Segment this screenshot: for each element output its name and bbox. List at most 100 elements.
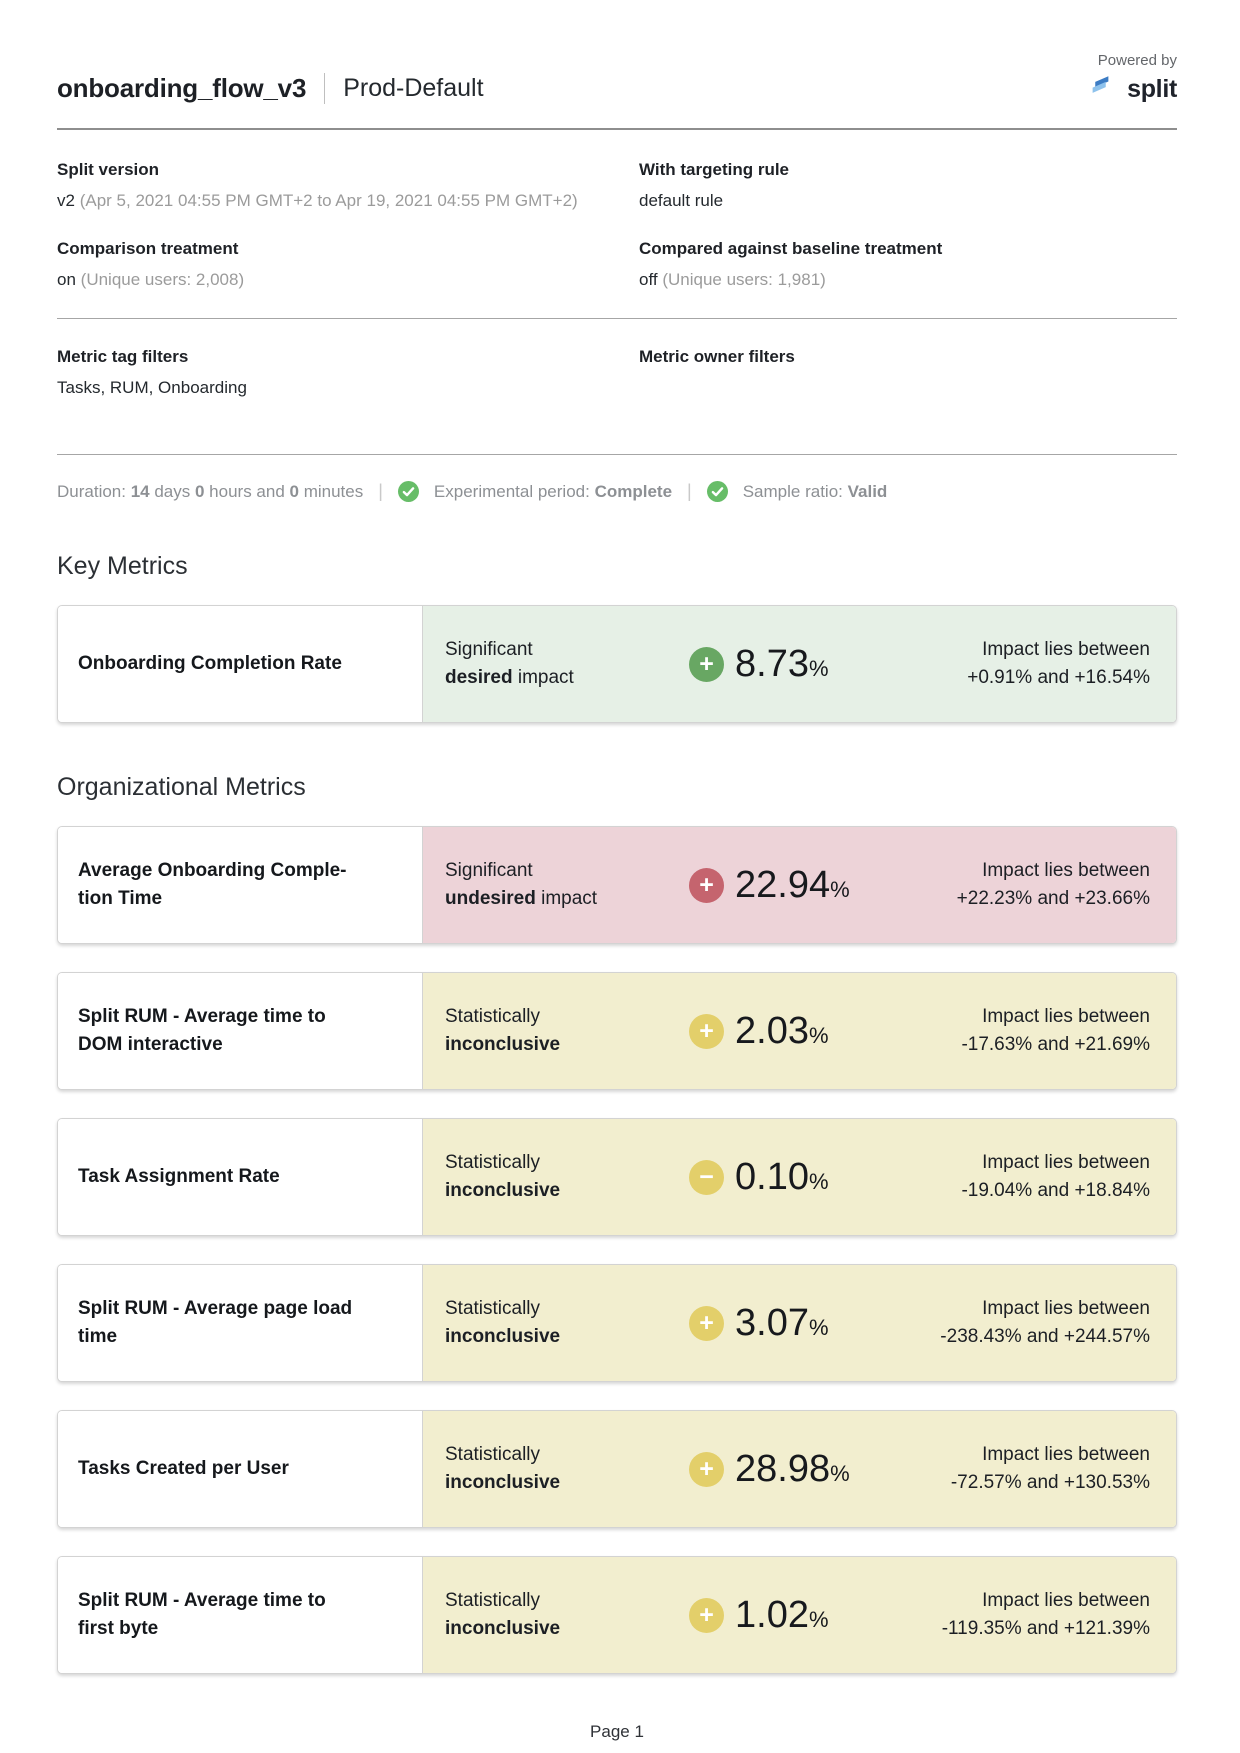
targeting-rule-label: With targeting rule	[639, 160, 790, 179]
metric-name: Tasks Created per User	[78, 1458, 289, 1480]
metric-result-panel: Statistically inconclusive − 0.10% Impact…	[423, 1119, 1176, 1235]
metric-card: Split RUM - Average time to DOM interact…	[57, 972, 1177, 1090]
impact-value: 3.07%	[735, 1301, 829, 1344]
check-circle-icon	[706, 481, 728, 502]
targeting-rule-field: With targeting rule default rule	[639, 160, 1177, 211]
metric-filters: Metric tag filters Tasks, RUM, Onboardin…	[57, 319, 1177, 455]
impact-range: Impact lies between -119.35% and +121.39%	[941, 1589, 1150, 1640]
minus-icon: −	[689, 1159, 724, 1195]
comparison-treatment-field: Comparison treatment on (Unique users: 2…	[57, 239, 595, 290]
impact-range: Impact lies between +0.91% and +16.54%	[967, 638, 1150, 689]
plus-icon: +	[689, 1013, 724, 1049]
metric-name-cell: Average Onboarding Comple­tion Time	[58, 827, 423, 943]
metric-name-cell: Split RUM - Average page load time	[58, 1265, 423, 1381]
brand-group: Powered by split	[1090, 52, 1177, 104]
metric-result-panel: Significant desired impact + 8.73% Impact…	[423, 606, 1176, 722]
metric-result-panel: Statistically inconclusive + 1.02% Impact…	[423, 1557, 1176, 1673]
status-separator: |	[378, 481, 383, 501]
metric-name: Split RUM - Average page load time	[78, 1298, 353, 1347]
significance-text: Statistically inconclusive	[445, 1443, 561, 1494]
significance-text: Statistically inconclusive	[445, 1005, 561, 1056]
title-group: onboarding_flow_v3 Prod-Default	[57, 73, 484, 104]
impact-value: 22.94%	[735, 863, 850, 906]
metric-card: Task Assignment Rate Statistically inconc…	[57, 1118, 1177, 1236]
impact-value-block: + 1.02%	[689, 1594, 829, 1637]
impact-range: Impact lies between +22.23% and +23.66%	[956, 859, 1150, 910]
powered-by-label: Powered by	[1097, 52, 1177, 69]
metric-name-cell: Onboarding Completion Rate	[58, 606, 423, 722]
metric-name: Task Assignment Rate	[78, 1166, 280, 1188]
metric-card: Average Onboarding Comple­tion Time Sign…	[57, 826, 1177, 944]
metric-name: Split RUM - Average time to DOM interact…	[78, 1006, 326, 1055]
metric-result-panel: Significant undesired impact + 22.94% Imp…	[423, 827, 1176, 943]
tag-filters-value: Tasks, RUM, Onboarding	[57, 378, 247, 397]
experiment-meta: Split version v2 (Apr 5, 2021 04:55 PM G…	[57, 130, 1177, 319]
impact-range: Impact lies between -17.63% and +21.69%	[961, 1005, 1150, 1056]
organizational-metrics-heading: Organizational Metrics	[57, 773, 306, 801]
owner-filters-label: Metric owner filters	[639, 347, 795, 366]
significance-text: Statistically inconclusive	[445, 1297, 561, 1348]
environment-name: Prod-Default	[343, 74, 484, 102]
metric-name-cell: Split RUM - Average time to first byte	[58, 1557, 423, 1673]
impact-value-block: + 22.94%	[689, 864, 850, 907]
key-metrics-heading: Key Metrics	[57, 552, 188, 580]
experimental-period-text: Experimental period: Complete	[433, 481, 673, 501]
comparison-treatment-label: Comparison treatment	[57, 239, 239, 258]
impact-value: 0.10%	[735, 1155, 829, 1198]
significance-text: Significant undesired impact	[445, 859, 598, 910]
impact-value-block: + 28.98%	[689, 1448, 850, 1491]
metric-result-panel: Statistically inconclusive + 2.03% Impact…	[423, 973, 1176, 1089]
metric-result-panel: Statistically inconclusive + 3.07% Impact…	[423, 1265, 1176, 1381]
impact-value-block: + 3.07%	[689, 1302, 829, 1345]
split-version-field: Split version v2 (Apr 5, 2021 04:55 PM G…	[57, 160, 595, 211]
metric-card: Onboarding Completion Rate Significant de…	[57, 605, 1177, 723]
metric-name-cell: Split RUM - Average time to DOM interact…	[58, 973, 423, 1089]
page-number: Page 1	[590, 1722, 644, 1741]
owner-filters-field: Metric owner filters	[639, 347, 1177, 398]
metric-card: Split RUM - Average page load time Stati…	[57, 1264, 1177, 1382]
metric-card: Tasks Created per User Statistically inco…	[57, 1410, 1177, 1528]
impact-value: 2.03%	[735, 1009, 829, 1052]
baseline-treatment-value: off (Unique users: 1,981)	[639, 270, 826, 289]
impact-value: 8.73%	[735, 642, 829, 685]
sample-ratio-text: Sample ratio: Valid	[742, 481, 888, 501]
targeting-rule-value: default rule	[639, 191, 724, 210]
metric-name-cell: Tasks Created per User	[58, 1411, 423, 1527]
title-divider	[324, 73, 326, 104]
plus-icon: +	[689, 646, 724, 682]
brand-row: split	[1090, 74, 1177, 104]
comparison-treatment-value: on (Unique users: 2,008)	[57, 270, 245, 289]
report-header: onboarding_flow_v3 Prod-Default Powered …	[57, 44, 1177, 130]
significance-text: Significant desired impact	[445, 638, 574, 689]
impact-range: Impact lies between -19.04% and +18.84%	[961, 1151, 1150, 1202]
plus-icon: +	[689, 1451, 724, 1487]
significance-text: Statistically inconclusive	[445, 1151, 561, 1202]
impact-range: Impact lies between -238.43% and +244.57%	[940, 1297, 1150, 1348]
tag-filters-label: Metric tag filters	[57, 347, 189, 366]
split-version-value: v2 (Apr 5, 2021 04:55 PM GMT+2 to Apr 19…	[57, 191, 578, 210]
split-logo-icon	[1090, 74, 1120, 104]
metric-card: Split RUM - Average time to first byte S…	[57, 1556, 1177, 1674]
baseline-treatment-label: Compared against baseline treatment	[639, 239, 943, 258]
metric-name: Split RUM - Average time to first byte	[78, 1590, 326, 1639]
impact-value: 1.02%	[735, 1593, 829, 1636]
impact-range: Impact lies between -72.57% and +130.53%	[950, 1443, 1150, 1494]
metric-name-cell: Task Assignment Rate	[58, 1119, 423, 1235]
impact-value-block: − 0.10%	[689, 1156, 829, 1199]
impact-value-block: + 8.73%	[689, 643, 829, 686]
tag-filters-field: Metric tag filters Tasks, RUM, Onboardin…	[57, 347, 595, 398]
plus-icon: +	[689, 1597, 724, 1633]
status-separator: |	[687, 481, 692, 501]
metric-name: Onboarding Completion Rate	[78, 653, 342, 675]
impact-value-block: + 2.03%	[689, 1010, 829, 1053]
significance-text: Statistically inconclusive	[445, 1589, 561, 1640]
plus-icon: +	[689, 867, 724, 903]
metric-name: Average Onboarding Comple­tion Time	[78, 860, 347, 909]
plus-icon: +	[689, 1305, 724, 1341]
metric-result-panel: Statistically inconclusive + 28.98% Impac…	[423, 1411, 1176, 1527]
check-circle-icon	[397, 481, 419, 502]
split-wordmark: split	[1127, 74, 1177, 103]
baseline-treatment-field: Compared against baseline treatment off …	[639, 239, 1177, 290]
duration-text: Duration: 14 days 0 hours and 0 minutes	[57, 481, 364, 501]
